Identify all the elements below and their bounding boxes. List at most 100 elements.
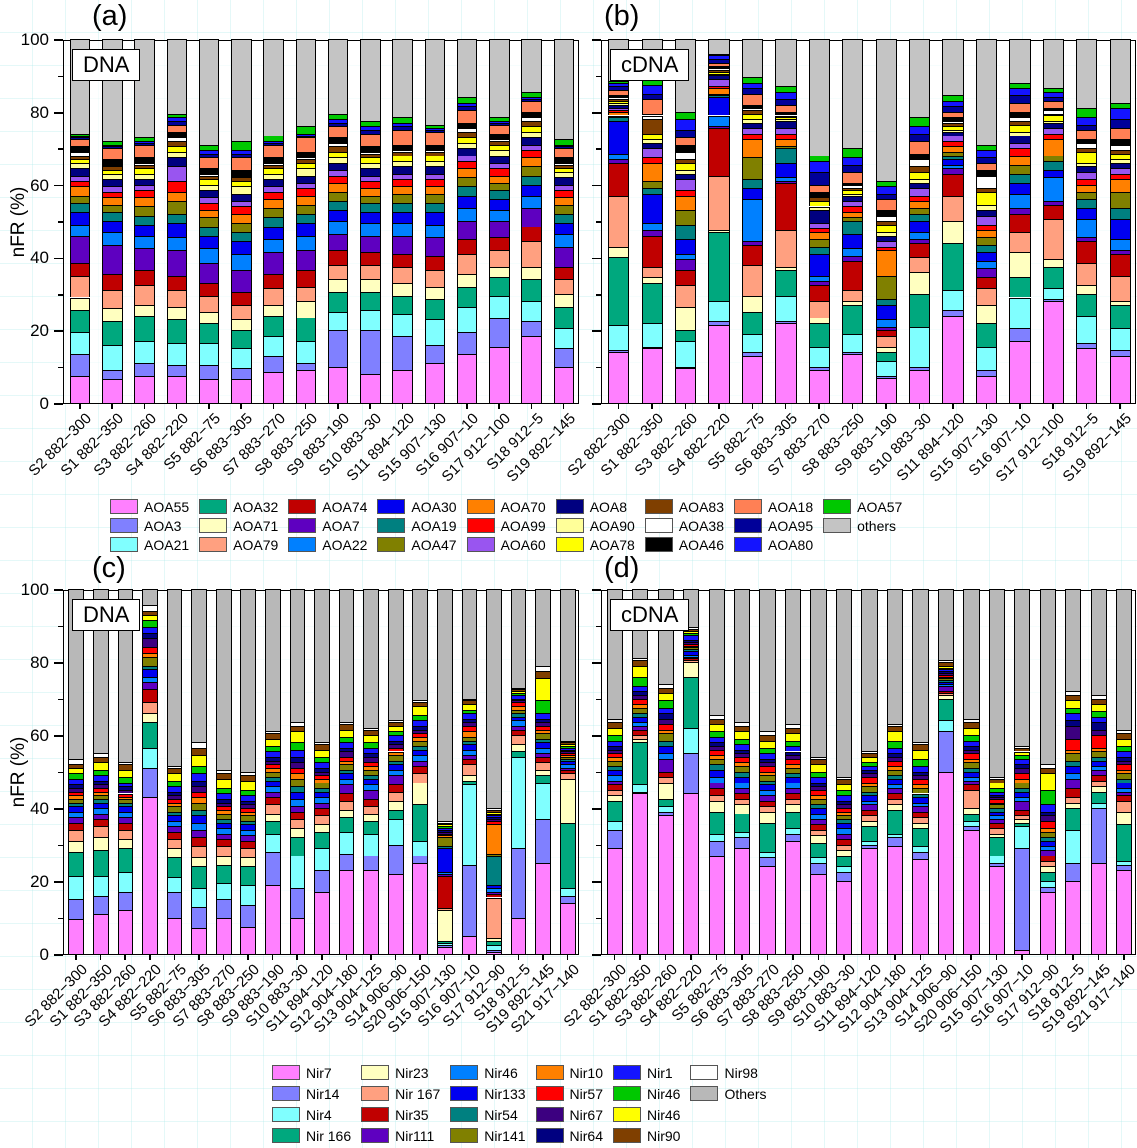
bar-segment [1090,802,1107,808]
bar-segment [93,895,109,914]
bar-segment [142,797,158,954]
bar-segment [1116,788,1133,792]
bar-segment [198,39,220,145]
bar-segment [142,722,158,748]
bar-segment [1116,733,1133,739]
panel-d-plot [601,589,1136,955]
legend-swatch [823,499,852,514]
bar-segment [424,193,446,203]
bar-segment [314,744,330,750]
bar-segment [289,722,306,726]
bar-segment [69,310,91,332]
bar-segment [886,846,904,954]
bar-segment [912,787,929,794]
bar-segment [338,764,355,770]
bar-segment [1014,809,1031,816]
bar-segment [1014,950,1031,954]
bar-segment [1090,769,1107,776]
bar-segment [942,117,964,121]
bar-segment [810,795,827,799]
x-tick-mark [1021,955,1023,960]
legend-label: AOA80 [767,536,814,553]
legend-label: Nir10 [569,1064,603,1081]
bar-segment [289,888,306,918]
bar-segment [327,221,349,234]
bar-segment [708,230,730,232]
bar-segment [963,771,980,777]
bar-segment [191,837,207,847]
bar-segment [861,751,878,754]
bar-segment [674,341,697,367]
bar-segment [134,235,155,249]
bar-segment [265,731,281,734]
bar-segment [708,88,730,94]
bar-segment [166,766,183,768]
bar-segment [674,137,697,145]
bar-segment [775,111,797,114]
bar-segment [424,124,446,129]
bar-segment [461,755,478,759]
bar-segment [875,235,897,241]
bar-segment [553,171,575,178]
y-tick-mark [54,112,63,114]
legend-swatch [613,1128,641,1143]
bar-segment [198,248,220,263]
bar-segment [1009,277,1031,298]
bar-segment [166,767,183,774]
bar-segment [759,857,776,867]
x-tick-mark [894,955,896,960]
bar-segment [808,231,830,240]
legend-item: AOA70 [466,497,546,516]
bar-segment [909,326,931,367]
bar-segment [1076,219,1098,238]
bar-segment [1009,120,1031,125]
bar-segment [102,204,123,212]
bar-segment [198,295,220,312]
bar-segment [632,722,649,726]
bar-segment [674,253,697,260]
bar-segment [69,211,91,225]
bar-segment [231,206,252,214]
bar-segment [456,39,478,98]
bar-segment [683,643,700,646]
bar-segment [392,253,413,267]
bar-segment [683,654,700,657]
bar-segment [1042,160,1065,170]
bar-segment [240,811,257,816]
bar-segment [608,89,630,96]
bar-segment [314,791,330,798]
bar-segment [198,322,220,343]
bar-segment [437,943,453,945]
bar-segment [886,837,904,847]
bar-segment [289,756,306,763]
bar-segment [93,837,109,850]
bar-segment [263,39,284,136]
bar-segment [265,771,281,777]
bar-segment [198,175,220,180]
bar-segment [1090,722,1107,730]
bar-segment [360,146,381,152]
bar-segment [69,332,91,354]
bar-segment [1090,786,1107,792]
bar-segment [942,242,964,291]
bar-segment [338,870,355,954]
bar-segment [456,168,478,178]
bar-segment [942,168,964,174]
y-tick-mark [58,771,63,774]
bar-segment [117,789,134,794]
legend-swatch [288,518,317,533]
bar-segment [424,286,446,300]
bar-segment [759,822,776,852]
bar-segment [387,722,404,726]
bar-segment [708,231,730,302]
bar-segment [166,891,183,918]
bar-segment [392,313,413,336]
bar-segment [674,162,697,170]
bar-segment [102,344,123,371]
bar-segment [963,829,980,954]
bar-segment [988,788,1005,792]
bar-segment [93,788,109,792]
bar-segment [559,747,576,750]
bar-segment [608,110,630,112]
bar-segment [861,753,878,757]
